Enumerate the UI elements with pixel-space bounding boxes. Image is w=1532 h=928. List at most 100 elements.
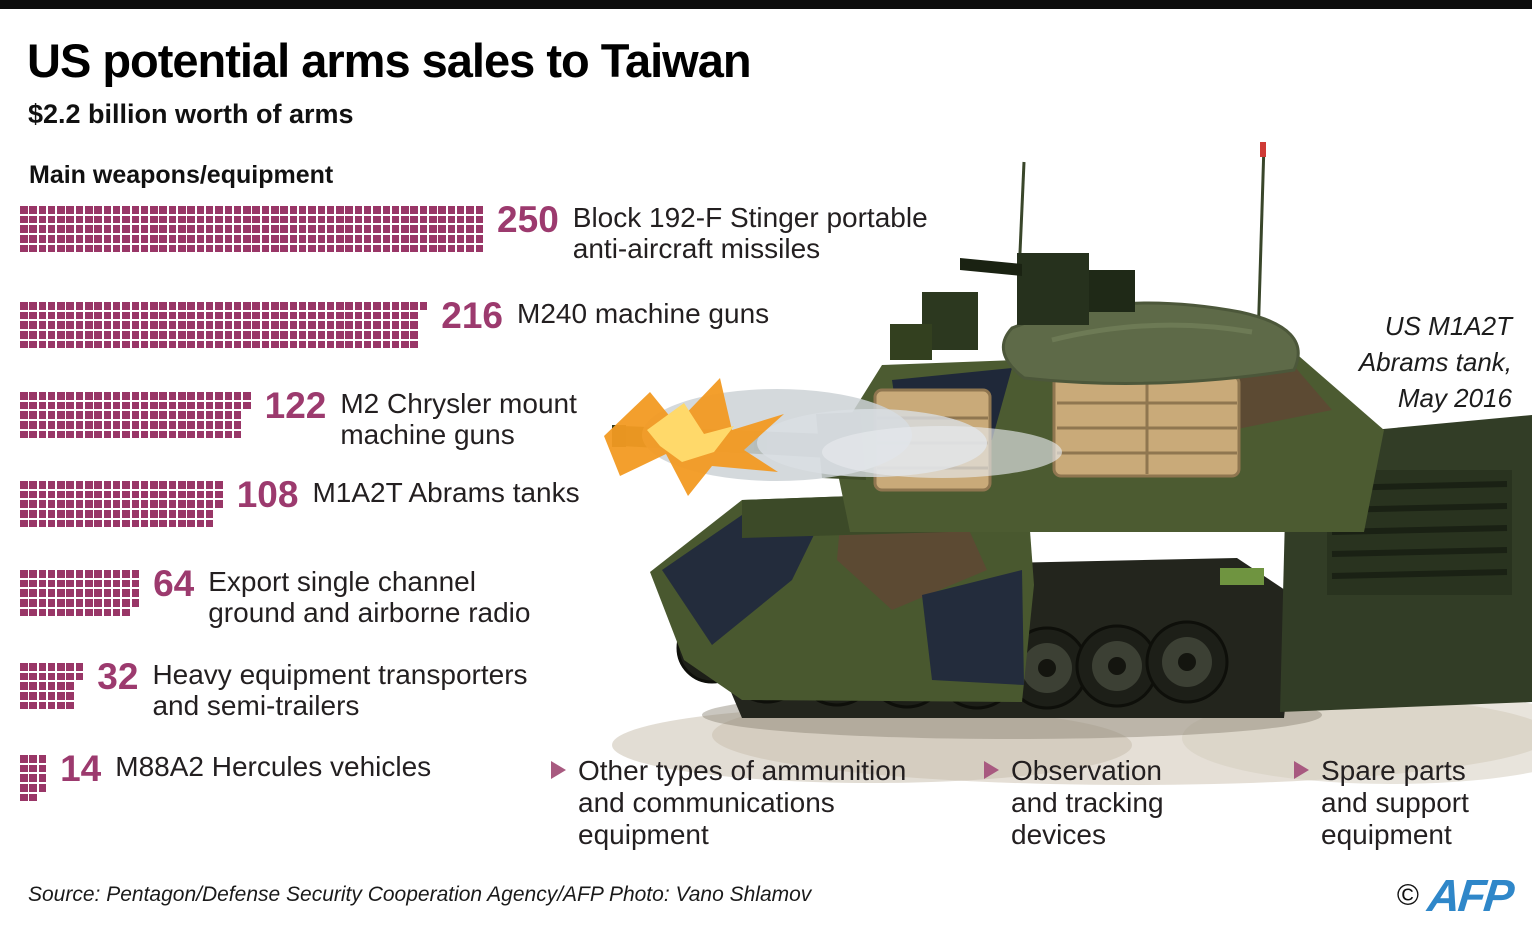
unit-square	[205, 510, 214, 518]
unit-square	[317, 321, 325, 329]
unit-square	[57, 401, 65, 410]
unit-square	[196, 215, 205, 224]
extra-item-spare-parts: Spare parts and support equipment	[1294, 755, 1524, 851]
unit-square	[410, 244, 418, 253]
unit-square	[205, 340, 214, 349]
unit-square	[215, 225, 223, 233]
unit-square	[140, 421, 149, 429]
unit-square	[29, 589, 37, 597]
unit-square	[75, 302, 84, 310]
unit-square	[131, 490, 140, 499]
unit-square	[159, 225, 167, 233]
unit-square	[131, 599, 140, 607]
unit-square	[401, 225, 409, 233]
unit-square	[326, 225, 335, 233]
unit-square	[38, 599, 47, 607]
unit-square	[178, 481, 186, 489]
unit-square	[66, 392, 74, 400]
unit-square	[140, 206, 149, 214]
unit-square	[94, 215, 102, 224]
unit-square	[159, 235, 167, 243]
unit-square	[131, 481, 140, 489]
unit-square	[429, 215, 437, 224]
unit-square	[205, 481, 214, 489]
unit-square	[140, 500, 149, 508]
unit-square	[29, 481, 37, 489]
unit-square	[345, 244, 353, 253]
unit-square	[122, 225, 130, 233]
unit-square	[57, 570, 65, 578]
unit-square	[187, 340, 195, 349]
unit-square	[150, 421, 158, 429]
unit-square	[326, 206, 335, 214]
unit-square	[308, 225, 316, 233]
unit-square	[298, 206, 307, 214]
unit-square	[298, 311, 307, 320]
unit-square	[66, 570, 74, 578]
unit-square	[66, 672, 74, 681]
unit-square	[29, 774, 37, 782]
unit-square	[57, 235, 65, 243]
unit-square	[466, 244, 474, 253]
unit-square	[382, 206, 391, 214]
item-label: M88A2 Hercules vehicles	[115, 751, 432, 782]
unit-square	[187, 235, 195, 243]
unit-square	[326, 244, 335, 253]
unit-square	[20, 481, 28, 489]
unit-square	[112, 411, 121, 419]
unit-square	[85, 481, 93, 489]
unit-square	[391, 302, 400, 310]
unit-square	[354, 215, 363, 224]
unit-square	[447, 225, 456, 233]
unit-square	[122, 589, 130, 597]
unit-square	[38, 755, 47, 763]
unit-square	[215, 302, 223, 310]
unit-square	[419, 225, 428, 233]
unit-square	[159, 311, 167, 320]
unit-square	[280, 206, 288, 214]
unit-square	[20, 500, 28, 508]
unit-square	[94, 411, 102, 419]
unit-square	[38, 663, 47, 671]
unit-square	[205, 302, 214, 310]
unit-square	[168, 401, 177, 410]
unit-square	[94, 235, 102, 243]
unit-square	[47, 608, 56, 617]
unit-square	[103, 302, 112, 310]
unit-square	[382, 225, 391, 233]
unit-square	[38, 784, 47, 792]
unit-square	[29, 570, 37, 578]
unit-square	[66, 206, 74, 214]
unit-square	[94, 244, 102, 253]
unit-square	[280, 244, 288, 253]
unit-square	[131, 225, 140, 233]
unit-square	[38, 421, 47, 429]
unit-square	[447, 235, 456, 243]
unit-square	[373, 331, 381, 339]
unit-square	[261, 311, 270, 320]
unit-square	[122, 302, 130, 310]
unit-square	[289, 311, 298, 320]
unit-square	[363, 340, 372, 349]
unit-square	[224, 331, 233, 339]
unit-square	[168, 311, 177, 320]
unit-square	[29, 392, 37, 400]
unit-square	[20, 430, 28, 439]
unit-square	[122, 392, 130, 400]
unit-square	[66, 481, 74, 489]
unit-square	[168, 331, 177, 339]
unit-square	[187, 510, 195, 518]
unit-square	[103, 570, 112, 578]
unit-square	[122, 206, 130, 214]
extra-item-text: Observation and tracking devices	[1011, 755, 1164, 850]
unit-square	[85, 430, 93, 439]
unit-square	[122, 519, 130, 528]
unit-square	[66, 682, 74, 690]
unit-square	[38, 490, 47, 499]
unit-square	[159, 481, 167, 489]
unit-square	[271, 235, 279, 243]
unit-square	[438, 244, 446, 253]
unit-square	[363, 331, 372, 339]
unit-square	[178, 430, 186, 439]
unit-square	[20, 692, 28, 700]
